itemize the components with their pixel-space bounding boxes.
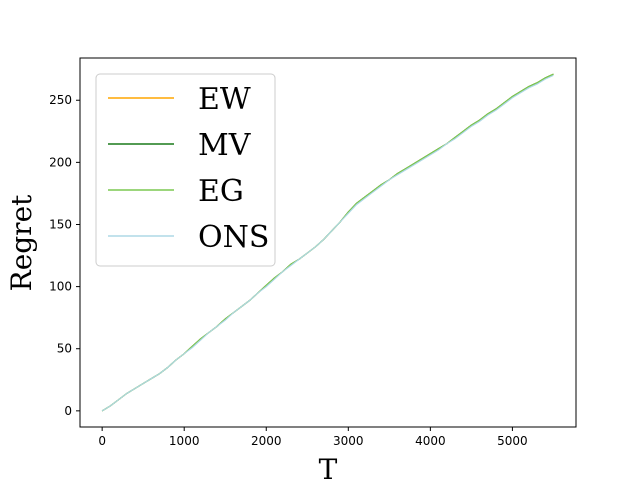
y-tick-label: 200 bbox=[49, 155, 72, 169]
plot-frame bbox=[79, 57, 577, 428]
x-tick-label: 4000 bbox=[415, 434, 446, 448]
y-tick-label: 250 bbox=[49, 93, 72, 107]
x-axis-label: T bbox=[319, 453, 338, 480]
y-tick-label: 100 bbox=[49, 280, 72, 294]
x-tick-label: 3000 bbox=[333, 434, 364, 448]
x-tick-label: 0 bbox=[98, 434, 106, 448]
x-axis: 0 1000 2000 3000 4000 5000 bbox=[98, 427, 528, 448]
series-layer bbox=[101, 73, 554, 412]
legend-label-ew: EW bbox=[198, 82, 251, 117]
legend-label-ons: ONS bbox=[198, 220, 269, 255]
series-line-ons bbox=[101, 74, 554, 412]
legend-label-mv: MV bbox=[198, 128, 252, 163]
y-tick-label: 50 bbox=[57, 342, 72, 356]
legend-box bbox=[95, 73, 276, 267]
y-axis-label: Regret bbox=[5, 194, 38, 292]
legend: EW MV EG ONS bbox=[95, 73, 276, 267]
x-tick-label: 2000 bbox=[251, 434, 282, 448]
x-tick-label: 5000 bbox=[497, 434, 528, 448]
y-axis: 0 50 100 150 200 250 bbox=[49, 93, 80, 418]
y-tick-label: 150 bbox=[49, 217, 72, 231]
x-tick-label: 1000 bbox=[169, 434, 200, 448]
legend-label-eg: EG bbox=[198, 174, 244, 209]
y-tick-label: 0 bbox=[64, 404, 72, 418]
